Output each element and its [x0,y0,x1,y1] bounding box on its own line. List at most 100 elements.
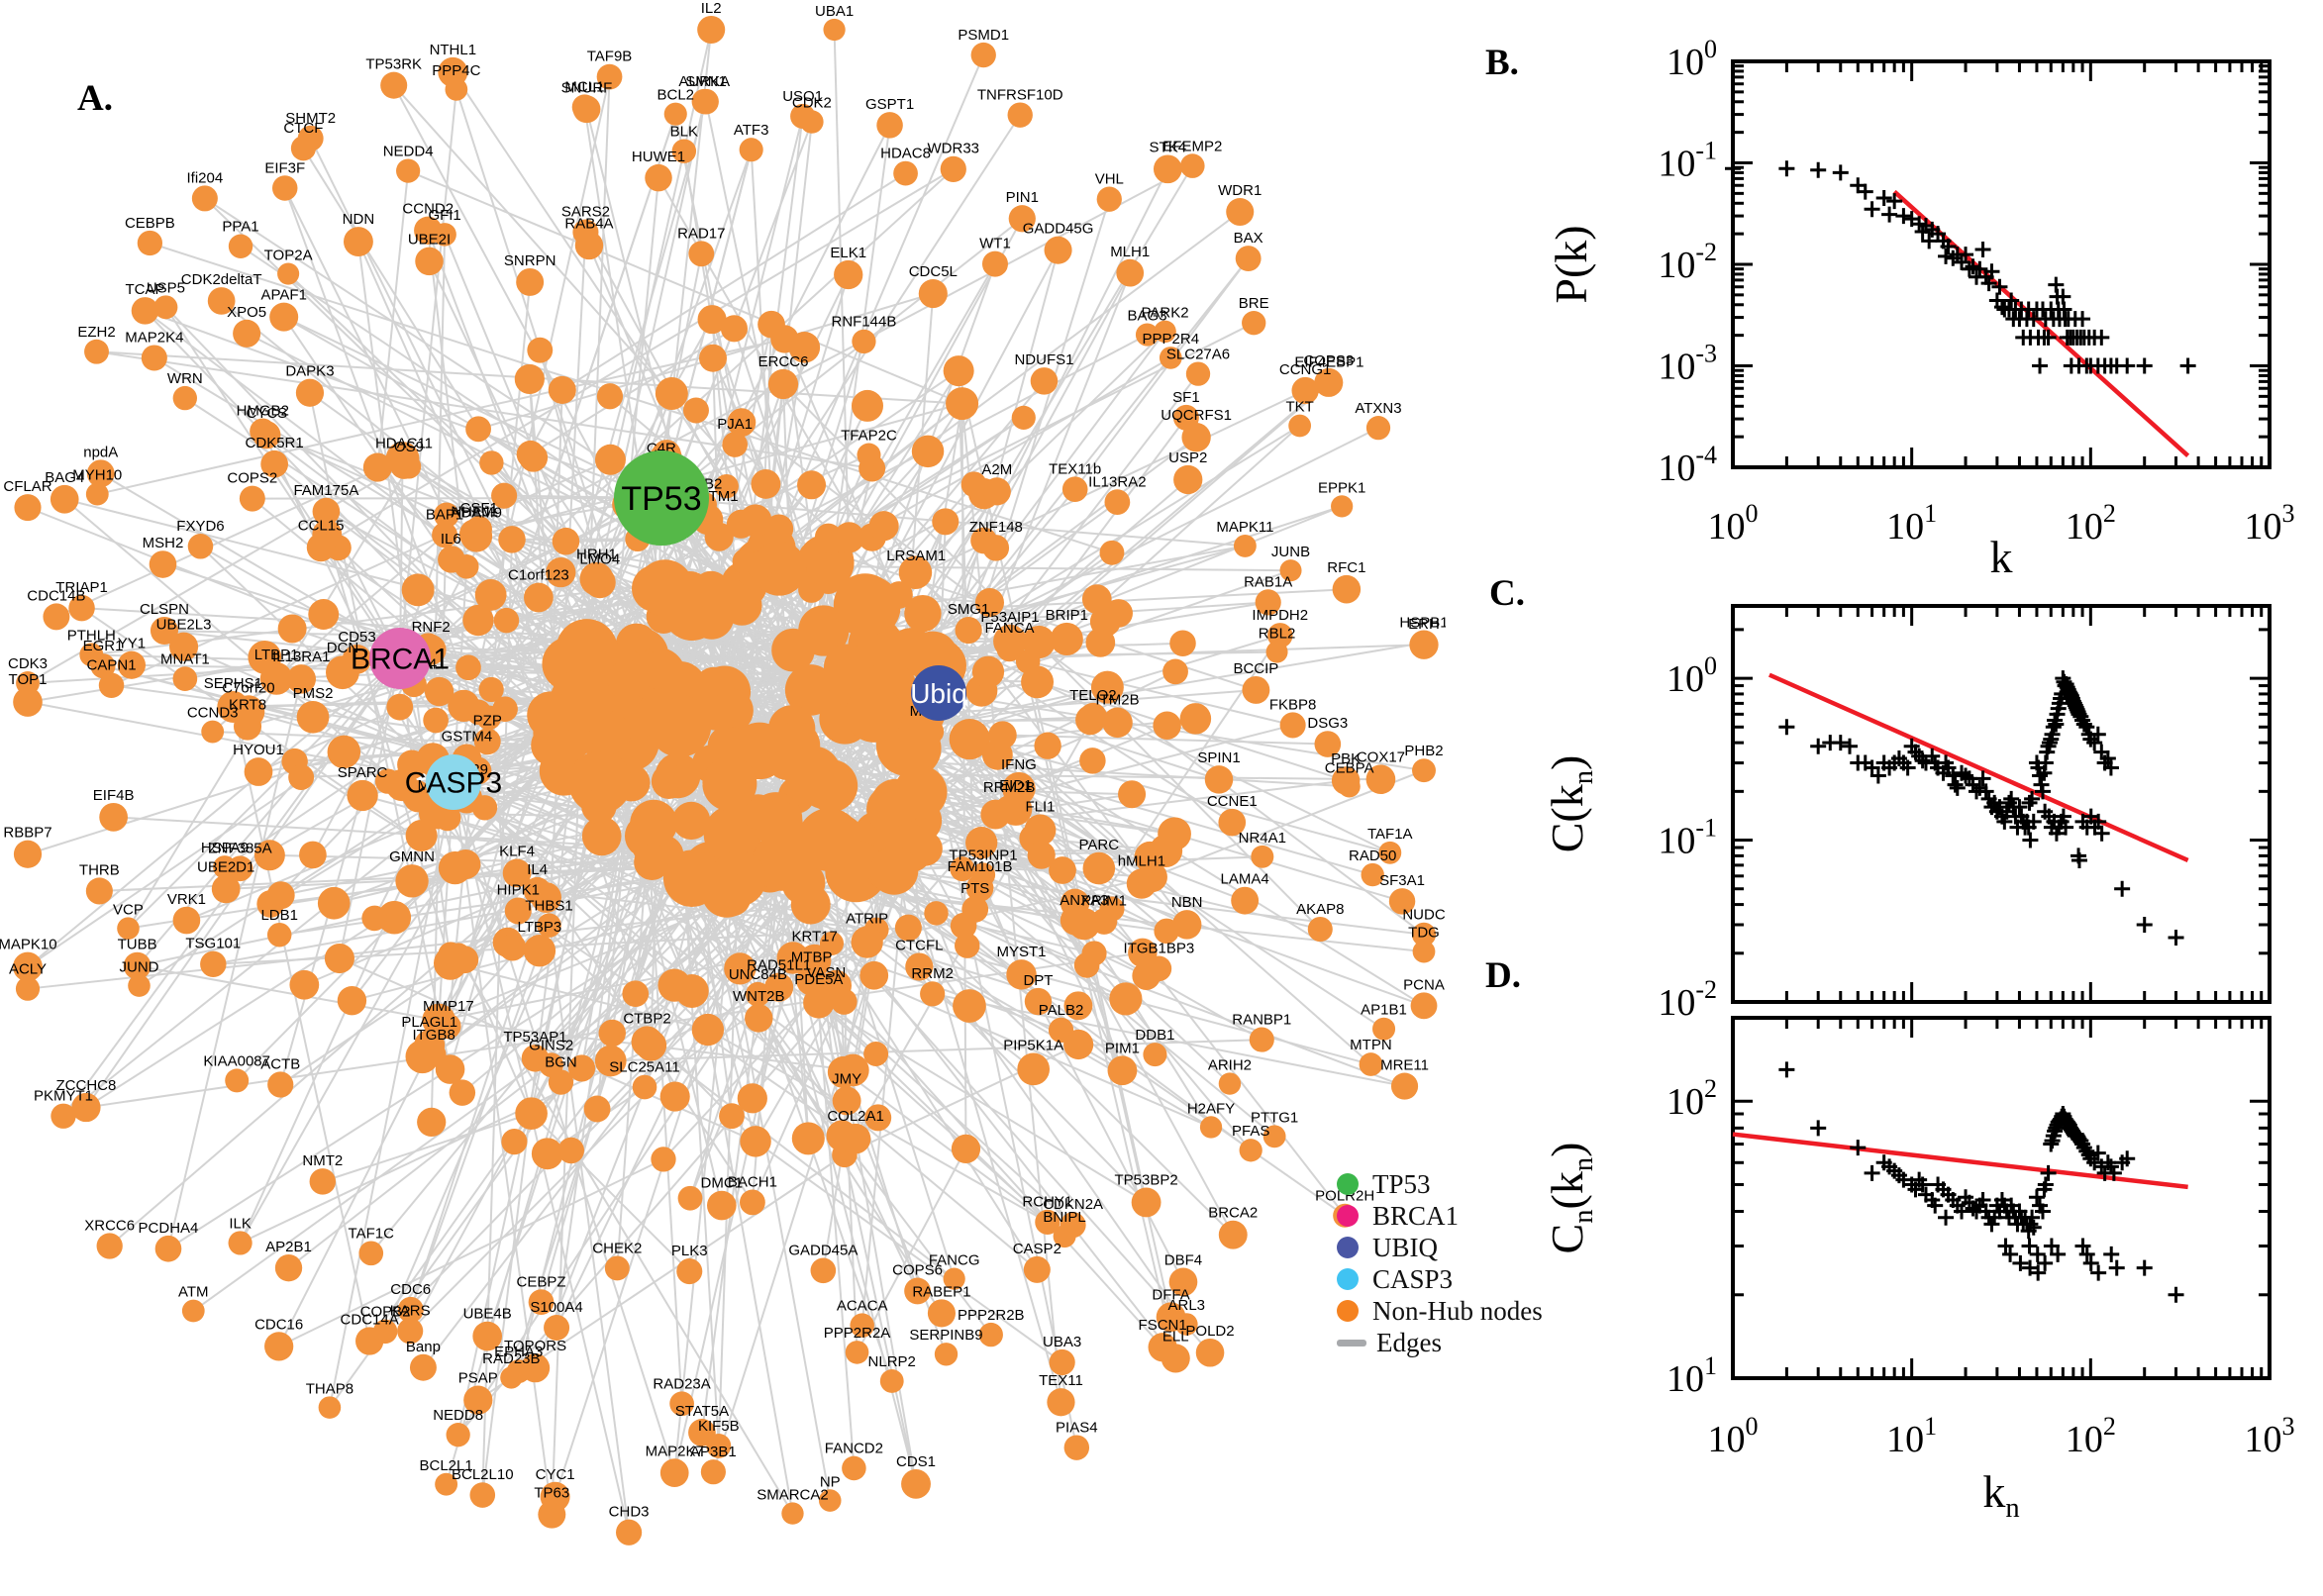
legend-item-tp53: TP53 [1337,1168,1543,1200]
y-axis-title-b: P(k) [1546,225,1596,303]
legend-item-non-hub: Non-Hub nodes [1337,1295,1543,1327]
svg-text:ILK: ILK [229,1215,252,1232]
svg-text:RAD23B: RAD23B [482,1350,540,1367]
svg-text:ADAM9: ADAM9 [451,505,502,522]
svg-text:ZCCHC8: ZCCHC8 [56,1077,117,1094]
svg-text:HMGB2: HMGB2 [237,403,289,420]
svg-text:CEBPZ: CEBPZ [517,1273,566,1290]
svg-text:COPS3: COPS3 [1303,352,1354,369]
svg-text:CTCF: CTCF [283,120,323,137]
svg-text:UBA1: UBA1 [815,3,854,20]
plot-panel-c: 100 10-1 10-2 C(kn​) [1542,604,2272,1024]
svg-text:MMP17: MMP17 [423,998,474,1015]
svg-text:CSF1: CSF1 [460,500,498,517]
svg-text:hMLH1: hMLH1 [1118,853,1165,870]
svg-text:WRN: WRN [167,370,203,387]
svg-text:TUBB: TUBB [118,937,157,953]
svg-text:101: 101 [1886,499,1937,548]
svg-text:C1orf123: C1orf123 [508,567,569,584]
svg-text:COPS6: COPS6 [892,1262,943,1279]
svg-text:CDKN2A: CDKN2A [1043,1196,1103,1213]
svg-text:MTPN: MTPN [1350,1037,1392,1053]
svg-text:CDC6: CDC6 [390,1281,431,1298]
svg-text:BLK: BLK [670,123,698,140]
svg-text:STAT5A: STAT5A [675,1403,729,1420]
svg-text:IL13RA2: IL13RA2 [1088,473,1146,490]
svg-text:CCNG1: CCNG1 [1279,361,1332,378]
svg-text:PRIM1: PRIM1 [1081,892,1127,909]
svg-text:LMO4: LMO4 [579,550,620,567]
svg-text:PIN1: PIN1 [1006,189,1039,206]
svg-text:MYH10: MYH10 [72,467,122,484]
svg-text:AKAP8: AKAP8 [1296,901,1344,918]
svg-text:LDB1: LDB1 [260,907,298,924]
svg-text:EPPK1: EPPK1 [1318,479,1365,496]
axis-ticks [1731,606,2272,1004]
svg-text:RNF2: RNF2 [412,619,451,636]
hub-label-ubiq: Ubiq [910,678,967,709]
svg-text:PPA1: PPA1 [222,219,258,236]
svg-text:USO1: USO1 [782,88,823,105]
svg-text:OS9: OS9 [394,439,424,455]
svg-text:TAF9B: TAF9B [587,49,633,65]
svg-text:FANCG: FANCG [929,1252,980,1269]
svg-text:CEBPA: CEBPA [1325,759,1374,776]
svg-text:RANBP1: RANBP1 [1232,1012,1291,1029]
svg-text:TAF1C: TAF1C [349,1225,395,1242]
node-swatch-icon [1337,1173,1359,1195]
svg-text:RRM2B: RRM2B [983,779,1036,796]
panel-c-label: C. [1489,573,1525,614]
svg-text:HDAC11: HDAC11 [375,435,433,451]
svg-text:P53AIP1: P53AIP1 [980,609,1039,626]
svg-text:YY1: YY1 [118,636,146,652]
svg-text:RAD23A: RAD23A [653,1375,710,1392]
svg-text:EPHA3: EPHA3 [494,1344,543,1360]
svg-text:CDK3: CDK3 [8,655,48,672]
svg-text:103: 103 [2245,499,2295,548]
svg-text:BAP1: BAP1 [426,506,463,523]
svg-text:PIM1: PIM1 [1105,1040,1140,1056]
svg-text:ACTB: ACTB [260,1055,300,1072]
svg-text:UBE2I: UBE2I [408,232,451,249]
svg-text:ZNF385A: ZNF385A [208,840,271,856]
svg-text:THRB: THRB [79,861,120,878]
svg-text:PZP: PZP [473,712,502,729]
legend-item-casp3: CASP3 [1337,1263,1543,1295]
svg-text:TOP1: TOP1 [9,671,48,688]
svg-text:AURKA: AURKA [678,73,730,90]
svg-text:THBS1: THBS1 [525,897,572,914]
axis-ticks [1731,1018,2272,1380]
svg-text:RFC1: RFC1 [1327,559,1365,576]
legend-label: TP53 [1372,1168,1431,1199]
svg-text:HDAC8: HDAC8 [880,146,931,162]
svg-text:MAP2K7: MAP2K7 [646,1443,704,1459]
legend-label: UBIQ [1372,1232,1438,1262]
svg-text:GSTM4: GSTM4 [442,729,493,746]
svg-text:BCCIP: BCCIP [1233,660,1278,677]
svg-text:GMNN: GMNN [389,848,435,865]
svg-text:PARC: PARC [1079,837,1120,853]
svg-text:TP63: TP63 [534,1485,569,1502]
svg-text:MLH1: MLH1 [1110,244,1150,260]
svg-text:BGN: BGN [545,1053,577,1070]
svg-text:PALB2: PALB2 [1039,1002,1084,1019]
svg-text:CHD3: CHD3 [609,1504,650,1521]
svg-text:MTBP: MTBP [791,949,833,966]
scatter-points [1725,160,2196,374]
svg-text:PSMD1: PSMD1 [958,27,1009,44]
svg-text:MSH2: MSH2 [143,535,184,551]
svg-text:GSPT1: GSPT1 [865,96,914,113]
node-swatch-icon [1337,1300,1359,1322]
hub-nodes: TP53 BRCA1 Ubiq CASP3 [351,450,967,810]
legend-item-edges: Edges [1337,1327,1543,1358]
svg-text:SEPHS1: SEPHS1 [204,675,262,692]
svg-text:VRK1: VRK1 [167,891,206,908]
svg-text:NUDC: NUDC [1402,907,1445,924]
svg-text:KRT17: KRT17 [791,929,837,946]
svg-text:TOP2A: TOP2A [264,247,313,263]
svg-text:SMN1: SMN1 [685,73,727,90]
svg-text:GADD45A: GADD45A [788,1242,858,1258]
svg-text:JUND: JUND [119,958,158,975]
svg-text:TAF1A: TAF1A [1367,826,1413,843]
network-nodes [13,15,1439,1546]
